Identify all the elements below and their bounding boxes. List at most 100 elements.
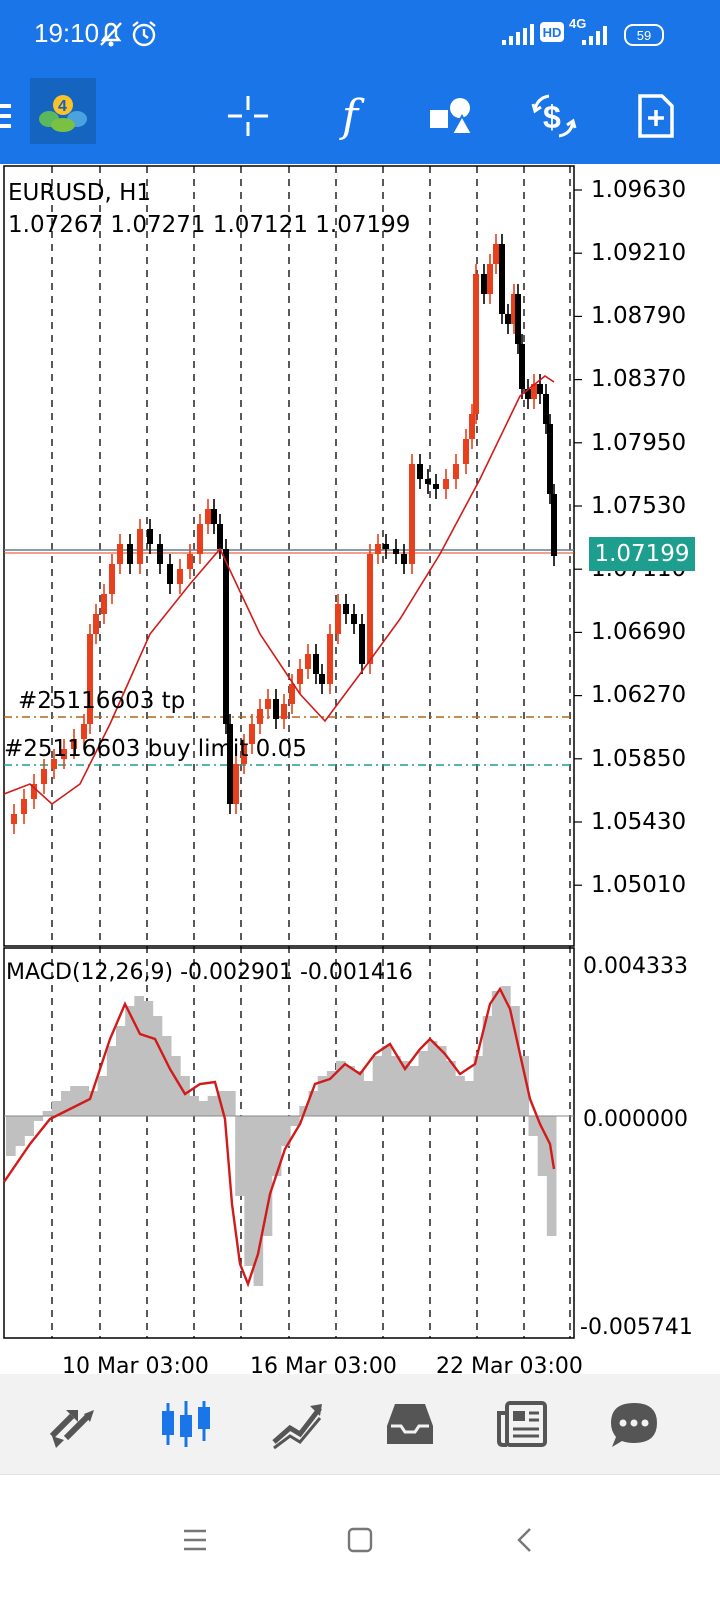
candle-body [543,394,549,424]
candle-body [511,294,517,324]
macd-signal-line [3,986,556,1288]
crosshair-icon [228,96,268,136]
status-bar: 19:10 HD 4G 59 [0,0,720,68]
shapes-icon [430,98,474,135]
indicators-button[interactable]: f [316,82,384,150]
price-tick: 1.08790 [591,303,687,329]
nav-chart[interactable] [150,1390,222,1458]
alarm-icon [130,20,158,53]
candle-body [551,494,557,556]
chart-canvas[interactable] [0,164,720,1374]
candle-body [211,509,217,524]
macd-histogram-bar [446,1061,456,1116]
signal-icon [500,24,534,51]
macd-histogram-bar [290,1116,300,1126]
candlestick-icon [162,1401,210,1447]
macd-histogram-bar [510,1006,520,1116]
candle-body [223,549,229,724]
recents-button[interactable] [170,1515,220,1565]
nav-messages[interactable] [598,1390,670,1458]
nav-history[interactable] [374,1390,446,1458]
macd-histogram-bar [491,991,502,1116]
candle-body [335,604,341,634]
macd-histogram-bar [253,1116,264,1286]
price-tick: 1.07530 [591,493,687,519]
price-tick: 1.05850 [591,746,687,772]
trade-trend-icon [272,1404,322,1450]
macd-histogram-bar [372,1056,383,1116]
macd-histogram-bar [152,1016,163,1116]
menu-button[interactable] [0,82,24,150]
macd-histogram-bar [519,1056,529,1116]
macd-histogram-bar [345,1066,355,1116]
macd-histogram-bar [354,1071,364,1116]
back-chevron-icon [517,1528,531,1552]
trade-button[interactable]: $ [520,82,588,150]
tp-order-label[interactable]: #25116603 tp [18,688,186,714]
macd-histogram-bar [161,1036,172,1116]
macd-histogram-bar [51,1101,62,1116]
macd-histogram-bar [501,986,511,1116]
macd-histogram-bar [317,1076,328,1116]
macd-histogram-bar [15,1116,25,1146]
candle-body [41,769,47,784]
candle-body [147,529,153,544]
back-button[interactable] [500,1515,550,1565]
candle-body [227,724,233,804]
new-order-button[interactable] [622,82,690,150]
candle-body [393,549,399,554]
objects-button[interactable] [418,82,486,150]
buy-limit-order-label[interactable]: #25116603 buy limit 0.05 [4,736,307,762]
candle-body [487,264,493,294]
system-navigation-bar [0,1474,720,1601]
home-button[interactable] [335,1515,385,1565]
candle-body [61,749,67,759]
bottom-navigation [0,1374,720,1474]
macd-histogram-bar [391,1056,401,1116]
macd-histogram-bar [171,1056,181,1116]
candle-body [499,244,505,314]
macd-histogram-bar [125,1006,135,1116]
status-time: 19:10 [34,18,100,48]
candle-body [505,314,511,324]
price-tick: 1.09210 [591,240,687,266]
price-tick: 1.05430 [591,809,687,835]
dollar-exchange-icon: $ [531,94,577,138]
candle-body [241,744,247,764]
candle-body [137,529,143,564]
candle-body [157,544,163,564]
candle-body [93,614,99,634]
current-price-tag: 1.07199 [589,537,695,571]
candle-body [547,424,553,494]
macd-histogram-bar [436,1046,447,1116]
candle-body [519,344,525,389]
nav-news[interactable] [486,1390,558,1458]
crosshair-button[interactable] [214,82,282,150]
macd-histogram-bar [134,996,144,1116]
candle-body [257,709,263,724]
macd-axis-tick: -0.005741 [580,1315,693,1340]
macd-histogram-bar [88,1091,99,1116]
macd-histogram-bar [70,1086,80,1116]
candle-body [289,684,295,704]
candle-body [401,554,407,564]
macd-histogram-bar [33,1116,44,1121]
candle-body [205,509,211,524]
candle-body [117,544,123,564]
symbol-button[interactable]: 4 [30,78,96,144]
moving-average-line [3,375,555,806]
price-tick: 1.09630 [591,177,687,203]
news-icon [497,1401,547,1447]
macd-histogram-bar [363,1081,374,1116]
candle-body [313,654,319,674]
macd-histogram-bar [326,1071,337,1116]
price-tick: 1.06270 [591,682,687,708]
metatrader-logo-icon: 4 [39,95,87,132]
chat-icon [611,1403,657,1447]
macd-histogram-bar [482,1016,493,1116]
chart-area[interactable]: EURUSD, H1 1.07267 1.07271 1.07121 1.071… [0,164,720,1379]
nav-trade[interactable] [262,1390,334,1458]
candle-body [359,624,365,664]
nav-quotes[interactable] [36,1390,108,1458]
candle-body [425,479,431,484]
